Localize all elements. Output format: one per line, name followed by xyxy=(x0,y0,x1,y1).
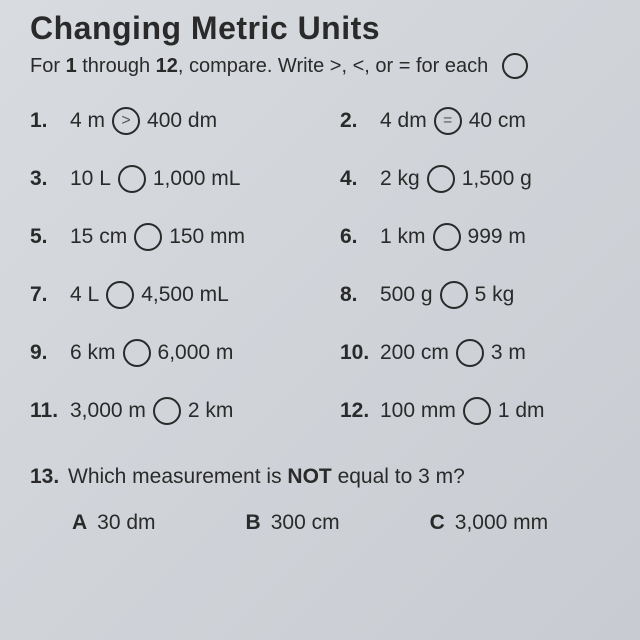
mc-stem-text: Which measurement is xyxy=(68,465,287,488)
question-number: 6. xyxy=(340,225,374,249)
answer-circle[interactable] xyxy=(433,223,461,251)
right-value: 6,000 m xyxy=(158,341,234,365)
question-row: 2. 4 dm = 40 cm xyxy=(340,107,640,135)
left-value: 4 m xyxy=(70,109,105,133)
left-value: 1 km xyxy=(380,225,426,249)
question-number: 10. xyxy=(340,341,374,365)
answer-circle[interactable]: = xyxy=(434,107,462,135)
right-value: 1,000 mL xyxy=(153,167,241,191)
right-value: 4,500 mL xyxy=(141,283,229,307)
answer-circle[interactable] xyxy=(134,223,162,251)
answer-circle[interactable] xyxy=(463,397,491,425)
question-row: 11. 3,000 m 2 km xyxy=(30,397,330,425)
questions-grid: 1. 4 m > 400 dm 2. 4 dm = 40 cm 3. 10 L … xyxy=(30,107,640,425)
answer-circle[interactable] xyxy=(123,339,151,367)
example-circle-icon xyxy=(502,53,528,79)
left-value: 100 mm xyxy=(380,399,456,423)
right-value: 400 dm xyxy=(147,109,217,133)
answer-circle[interactable] xyxy=(118,165,146,193)
option-text: 3,000 mm xyxy=(455,511,548,534)
option-text: 300 cm xyxy=(271,511,340,534)
mc-options: A 30 dm B 300 cm C 3,000 mm xyxy=(72,511,640,535)
question-number: 8. xyxy=(340,283,374,307)
question-number: 5. xyxy=(30,225,64,249)
answer-circle[interactable]: > xyxy=(112,107,140,135)
right-value: 5 kg xyxy=(475,283,515,307)
option-letter: B xyxy=(246,511,261,534)
answer-circle[interactable] xyxy=(456,339,484,367)
instr-text: For xyxy=(30,55,66,77)
question-row: 3. 10 L 1,000 mL xyxy=(30,165,330,193)
left-value: 15 cm xyxy=(70,225,127,249)
right-value: 3 m xyxy=(491,341,526,365)
question-row: 4. 2 kg 1,500 g xyxy=(340,165,640,193)
instr-range-end: 12 xyxy=(156,55,178,77)
worksheet-page: Changing Metric Units For 1 through 12, … xyxy=(0,0,640,545)
question-row: 10. 200 cm 3 m xyxy=(340,339,640,367)
question-number: 1. xyxy=(30,109,64,133)
question-row: 1. 4 m > 400 dm xyxy=(30,107,330,135)
question-row: 12. 100 mm 1 dm xyxy=(340,397,640,425)
mc-option[interactable]: C 3,000 mm xyxy=(430,511,549,535)
option-text: 30 dm xyxy=(97,511,155,534)
right-value: 40 cm xyxy=(469,109,526,133)
right-value: 2 km xyxy=(188,399,234,423)
instr-text: through xyxy=(77,55,156,77)
question-row: 5. 15 cm 150 mm xyxy=(30,223,330,251)
mc-stem: 13. Which measurement is NOT equal to 3 … xyxy=(30,465,640,489)
mc-option[interactable]: B 300 cm xyxy=(246,511,340,535)
instr-text: , compare. Write >, <, or = for each xyxy=(178,55,488,77)
left-value: 500 g xyxy=(380,283,433,307)
question-row: 9. 6 km 6,000 m xyxy=(30,339,330,367)
answer-circle[interactable] xyxy=(106,281,134,309)
right-value: 150 mm xyxy=(169,225,245,249)
instr-range-start: 1 xyxy=(66,55,77,77)
mc-stem-text: equal to 3 m? xyxy=(332,465,465,488)
mc-stem-bold: NOT xyxy=(287,465,331,488)
question-number: 12. xyxy=(340,399,374,423)
question-number: 2. xyxy=(340,109,374,133)
question-row: 6. 1 km 999 m xyxy=(340,223,640,251)
option-letter: C xyxy=(430,511,445,534)
option-letter: A xyxy=(72,511,87,534)
right-value: 1,500 g xyxy=(462,167,532,191)
left-value: 2 kg xyxy=(380,167,420,191)
left-value: 4 dm xyxy=(380,109,427,133)
question-number: 11. xyxy=(30,399,64,423)
multiple-choice: 13. Which measurement is NOT equal to 3 … xyxy=(30,465,640,535)
left-value: 200 cm xyxy=(380,341,449,365)
answer-circle[interactable] xyxy=(153,397,181,425)
left-value: 6 km xyxy=(70,341,116,365)
answer-circle[interactable] xyxy=(427,165,455,193)
question-number: 4. xyxy=(340,167,374,191)
instructions: For 1 through 12, compare. Write >, <, o… xyxy=(30,53,640,79)
question-row: 8. 500 g 5 kg xyxy=(340,281,640,309)
right-value: 999 m xyxy=(468,225,526,249)
mc-option[interactable]: A 30 dm xyxy=(72,511,156,535)
answer-circle[interactable] xyxy=(440,281,468,309)
question-number: 3. xyxy=(30,167,64,191)
page-title: Changing Metric Units xyxy=(30,10,640,47)
question-row: 7. 4 L 4,500 mL xyxy=(30,281,330,309)
right-value: 1 dm xyxy=(498,399,545,423)
question-number: 7. xyxy=(30,283,64,307)
question-number: 9. xyxy=(30,341,64,365)
left-value: 4 L xyxy=(70,283,99,307)
left-value: 3,000 m xyxy=(70,399,146,423)
left-value: 10 L xyxy=(70,167,111,191)
mc-number: 13. xyxy=(30,465,68,489)
